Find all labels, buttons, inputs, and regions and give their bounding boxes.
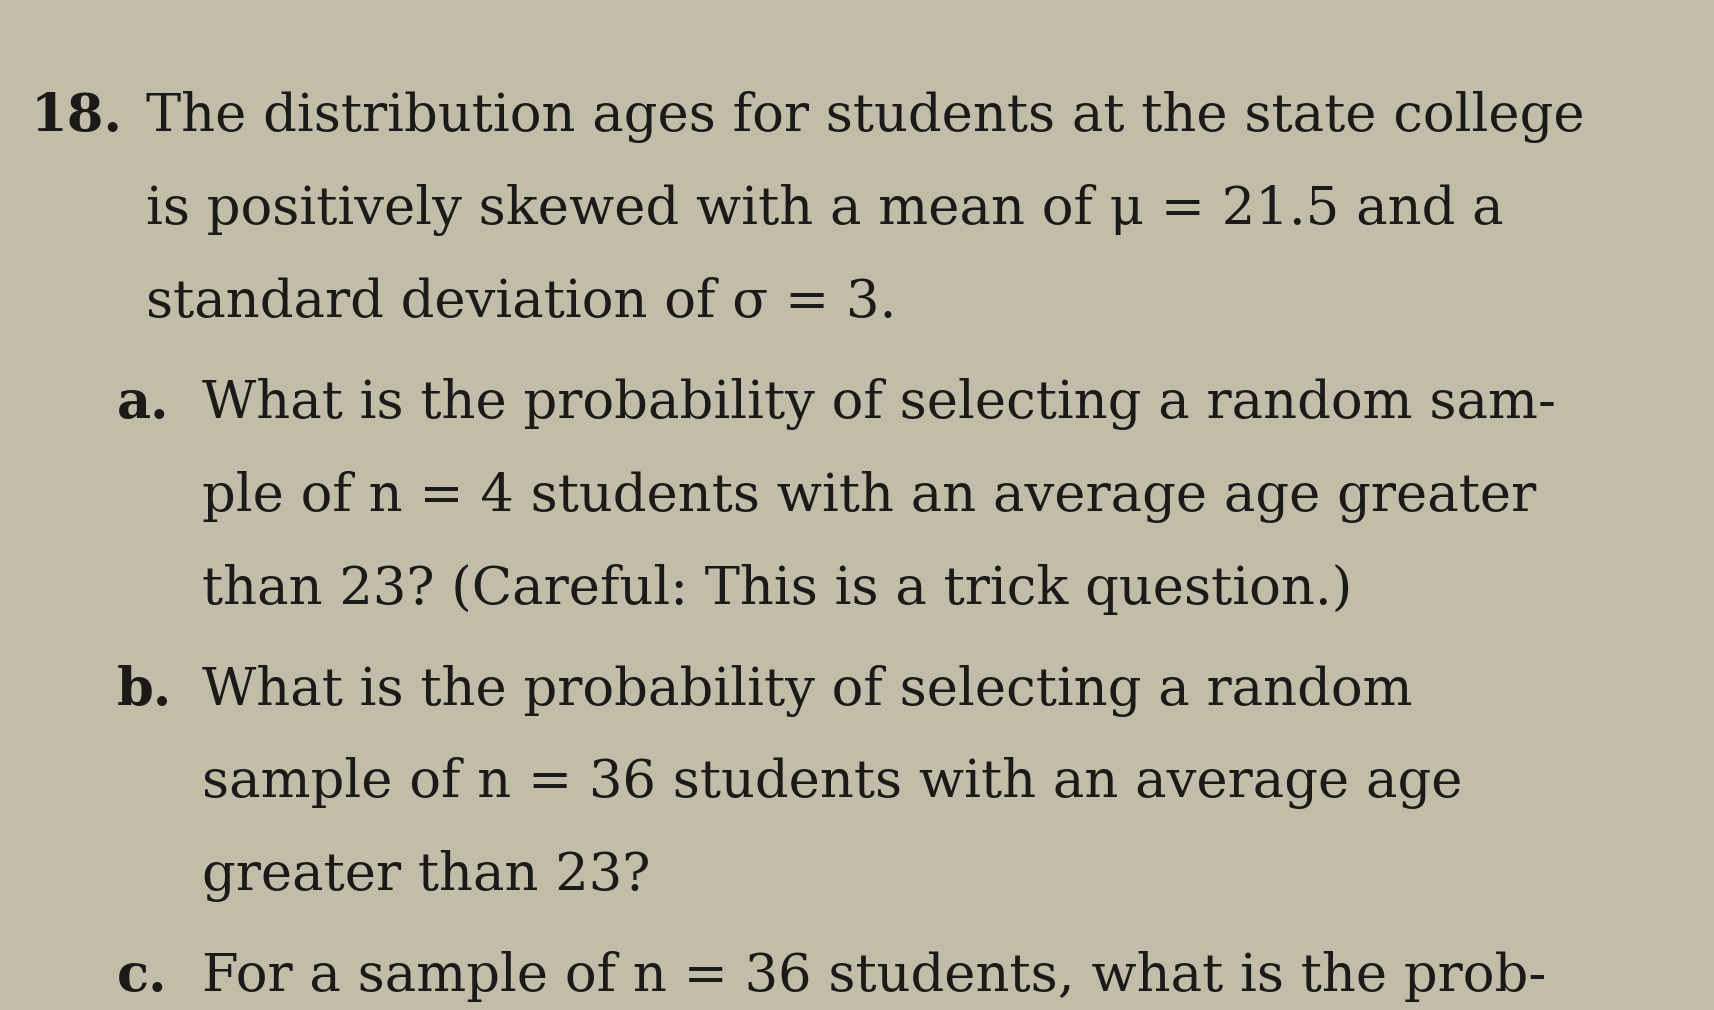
Text: a.: a. [117,378,170,428]
Text: What is the probability of selecting a random: What is the probability of selecting a r… [202,665,1412,716]
Text: b.: b. [117,665,171,715]
Text: than 23? (Careful: This is a trick question.): than 23? (Careful: This is a trick quest… [202,564,1352,614]
Text: is positively skewed with a mean of μ = 21.5 and a: is positively skewed with a mean of μ = … [146,184,1503,235]
Text: c.: c. [117,951,166,1002]
Text: The distribution ages for students at the state college: The distribution ages for students at th… [146,91,1584,142]
Text: sample of n = 36 students with an average age: sample of n = 36 students with an averag… [202,758,1462,809]
Text: For a sample of n = 36 students, what is the prob-: For a sample of n = 36 students, what is… [202,951,1546,1002]
Text: standard deviation of σ = 3.: standard deviation of σ = 3. [146,277,896,327]
Text: ple of n = 4 students with an average age greater: ple of n = 4 students with an average ag… [202,471,1536,522]
Text: greater than 23?: greater than 23? [202,850,651,902]
Text: 18.: 18. [31,91,123,141]
Text: What is the probability of selecting a random sam-: What is the probability of selecting a r… [202,378,1556,429]
